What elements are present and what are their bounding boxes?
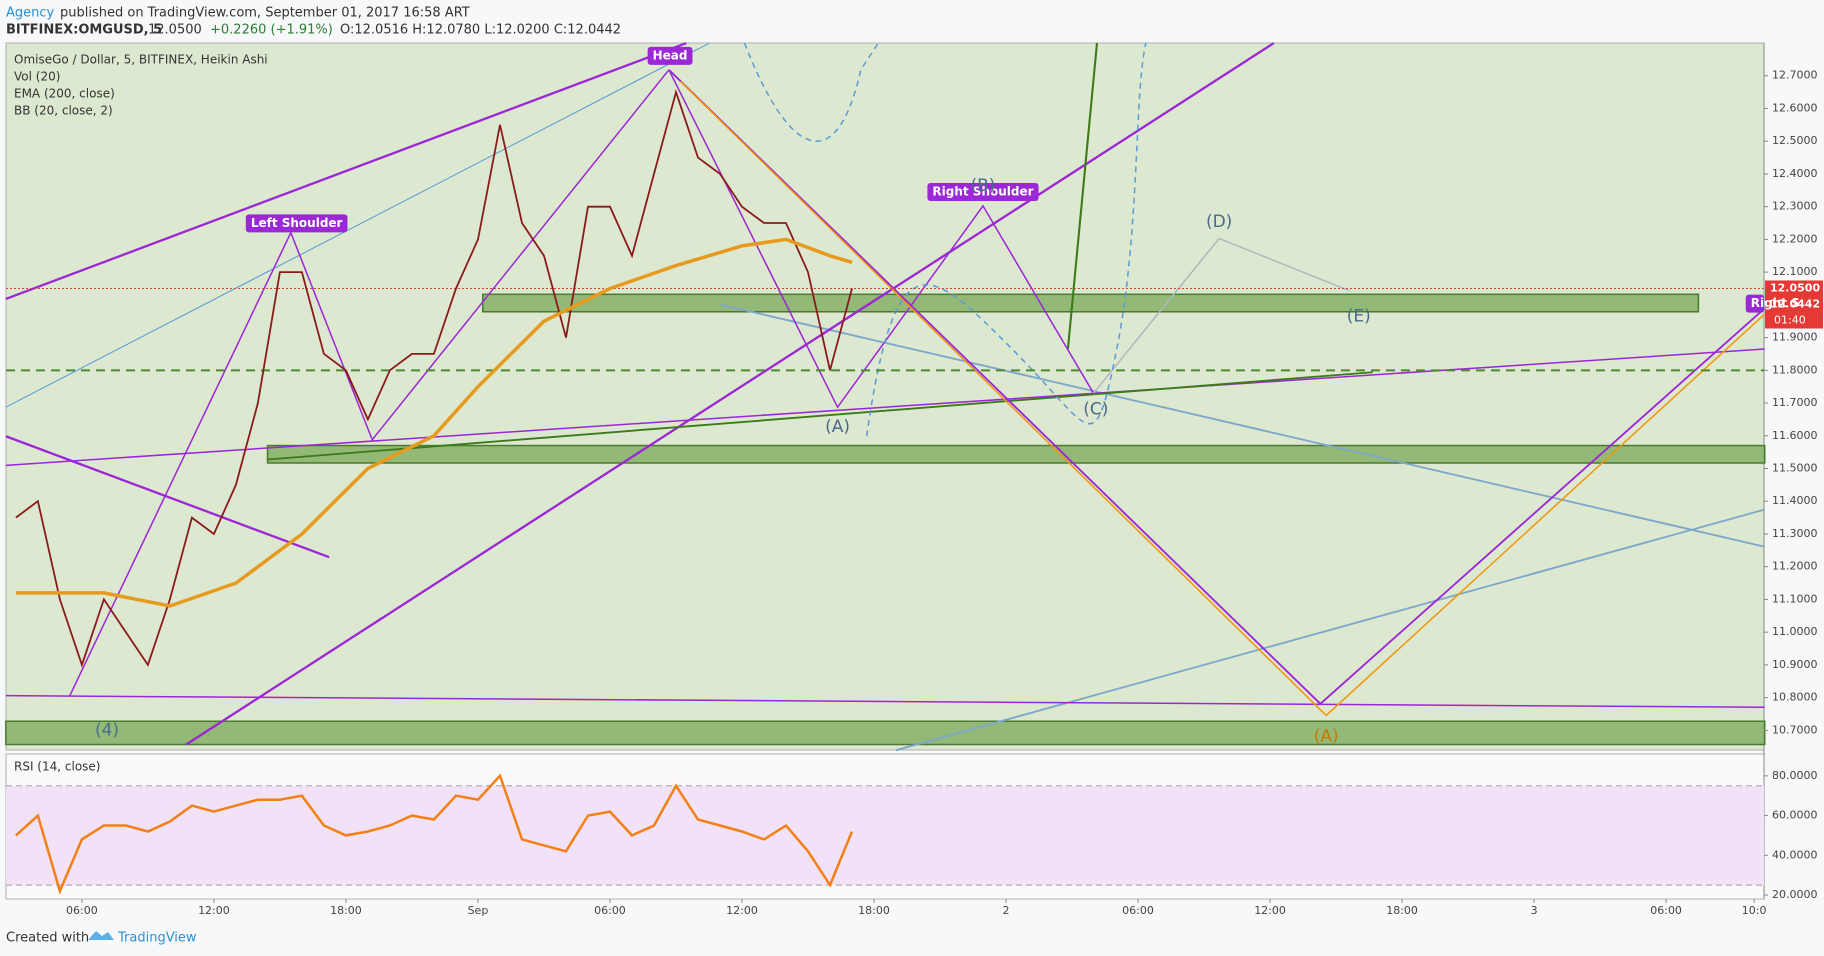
annotation: (A) (825, 417, 850, 437)
trend-line (895, 508, 1765, 752)
y-tick-label: 11.1000 (1772, 592, 1818, 605)
trend-line (5, 694, 1765, 709)
y-tick-label: 10.8000 (1772, 691, 1818, 704)
drawings (5, 41, 1766, 752)
annotation-box (927, 182, 1039, 201)
logo (88, 931, 114, 940)
x-tick-label: 06:00 (1122, 904, 1154, 917)
annotation: (D) (1206, 212, 1232, 232)
footer-created: Created with (6, 931, 89, 946)
annotation-label: Right Shoulder (932, 184, 1033, 198)
legend-main: OmiseGo / Dollar, 5, BITFINEX, Heikin As… (14, 53, 268, 67)
x-tick-label: Sep (468, 904, 489, 917)
y-tick-label: 12.2000 (1772, 232, 1818, 245)
published-text: published on TradingView.com, September … (60, 6, 470, 21)
y-tick-label: 11.3000 (1772, 527, 1818, 540)
footer-brand[interactable]: TradingView (117, 931, 197, 946)
symbol: BITFINEX:OMGUSD, 5 (6, 23, 162, 38)
legend-bb: BB (20, close, 2) (14, 104, 113, 118)
annotation: (4) (95, 721, 119, 741)
x-tick-label: 06:00 (66, 904, 98, 917)
price-label-box (1765, 296, 1823, 313)
y-tick-label: 12.3000 (1772, 200, 1818, 213)
trend-line (185, 42, 1275, 746)
annotation-label: Left Shoulder (251, 216, 343, 230)
zone (482, 293, 1700, 313)
x-tick-label: 12:00 (1254, 904, 1286, 917)
y-tick-label: 12.1000 (1772, 265, 1818, 278)
x-tick-label: 12:00 (198, 904, 230, 917)
y-tick-label: 12.4000 (1772, 167, 1818, 180)
x-tick-label: 06:00 (1650, 904, 1682, 917)
y-tick-label: 11.8000 (1772, 363, 1818, 376)
legend-vol: Vol (20) (14, 70, 60, 84)
curve (743, 42, 879, 142)
annotation: (A) (1314, 726, 1339, 746)
y-tick-label: 40.0000 (1772, 848, 1818, 861)
publisher[interactable]: Agency (6, 6, 55, 21)
x-tick-label: 3 (1531, 904, 1538, 917)
wave (680, 80, 1766, 717)
y-tick-label: 12.6000 (1772, 101, 1818, 114)
trend-line (5, 348, 1765, 467)
x-tick-label: 18:00 (1386, 904, 1418, 917)
annotation-box (1745, 294, 1764, 313)
annotation: (B) (971, 176, 996, 196)
y-tick-label: 11.4000 (1772, 494, 1818, 507)
main-pane (5, 42, 1765, 751)
y-tick-label: 80.0000 (1772, 769, 1818, 782)
y-tick-label: 10.7000 (1772, 723, 1818, 736)
zone (5, 720, 1766, 746)
series-line (15, 88, 853, 668)
wave (1092, 237, 1350, 394)
price-label: 12.0500 (1770, 281, 1820, 294)
trend-line (1066, 42, 1099, 350)
y-tick-label: 20.0000 (1772, 888, 1818, 901)
x-tick-label: 10:0 (1742, 904, 1767, 917)
rsi-title: RSI (14, close) (14, 760, 100, 774)
series-line (15, 237, 853, 608)
wave (69, 69, 670, 696)
legend-ema: EMA (200, close) (14, 87, 115, 101)
countdown: 01:40 (1774, 313, 1806, 326)
price-label: 12.0442 (1770, 297, 1820, 310)
ohlc: O:12.0516 H:12.0780 L:12.0200 C:12.0442 (340, 23, 621, 38)
annotation-label: Head (653, 48, 688, 62)
trend-line (5, 41, 687, 301)
x-tick-label: 2 (1003, 904, 1010, 917)
x-tick-label: 18:00 (330, 904, 362, 917)
annotation-box (245, 214, 348, 233)
annotation-label: Right S (1751, 296, 1800, 310)
y-tick-label: 60.0000 (1772, 809, 1818, 822)
x-tick-label: 06:00 (594, 904, 626, 917)
y-tick-label: 12.5000 (1772, 134, 1818, 147)
y-tick-label: 11.0000 (1772, 625, 1818, 638)
price-label-box (1765, 280, 1823, 297)
y-tick-label: 11.9000 (1772, 331, 1818, 344)
x-tick-label: 12:00 (726, 904, 758, 917)
zone (266, 444, 1766, 464)
y-tick-label: 11.6000 (1772, 429, 1818, 442)
rsi-band (6, 785, 1764, 886)
trend-line (5, 435, 330, 559)
trend-line (5, 42, 710, 408)
trend-line (267, 371, 1373, 461)
annotation-box (647, 46, 693, 65)
y-tick-label: 11.5000 (1772, 462, 1818, 475)
y-tick-label: 12.7000 (1772, 69, 1818, 82)
last-price: 12.0500 (148, 23, 202, 38)
x-tick-label: 18:00 (858, 904, 890, 917)
y-tick-label: 10.9000 (1772, 658, 1818, 671)
annotation: (C) (1083, 399, 1108, 419)
y-tick-label: 11.7000 (1772, 396, 1818, 409)
countdown-box (1765, 312, 1823, 329)
wave (668, 69, 1766, 706)
rsi-line (15, 773, 854, 895)
trend-line (721, 303, 1765, 548)
y-tick-label: 11.2000 (1772, 560, 1818, 573)
annotation: (E) (1347, 306, 1371, 326)
change: +0.2260 (+1.91%) (210, 23, 333, 38)
